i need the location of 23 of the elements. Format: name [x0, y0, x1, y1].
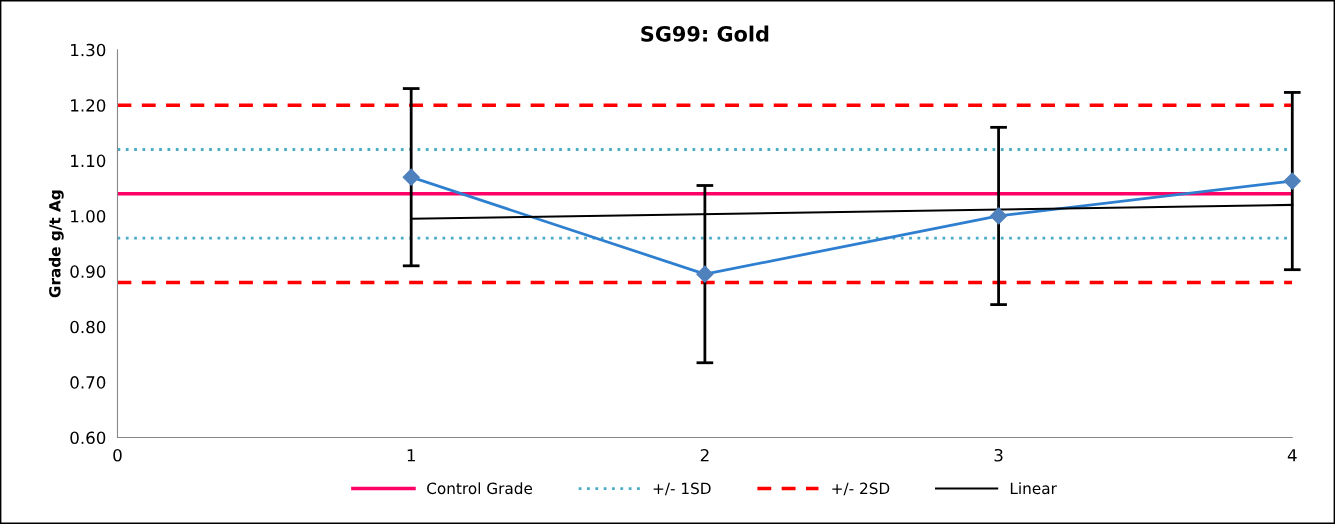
point [1283, 172, 1301, 190]
x-tick-label: 2 [700, 448, 709, 462]
point [696, 265, 714, 283]
x-tick-label: 4 [1287, 449, 1297, 462]
y-tick-label: 1.00 [71, 209, 106, 223]
y-tick-label: 0.80 [70, 320, 106, 334]
y-tick-label: 0.60 [70, 431, 106, 445]
legend-label: +/- 2SD [832, 482, 890, 496]
y-tick-label: 0.90 [70, 265, 106, 278]
y-axis-title: Grade g/t Ag [48, 190, 64, 298]
y-tick-label: 1.20 [71, 99, 106, 112]
y-tick-label: 1.10 [71, 154, 106, 168]
x-tick-label: 1 [407, 449, 415, 462]
point [990, 207, 1008, 225]
chart-title: SG99: Gold [641, 25, 769, 42]
x-tick-label: 0 [113, 448, 122, 462]
legend-label: Control Grade [427, 482, 533, 495]
legend-label: +/- 1SD [653, 482, 711, 496]
y-tick-label: 0.70 [70, 376, 106, 389]
x-tick-label: 3 [994, 448, 1003, 462]
y-tick-label: 1.30 [71, 43, 106, 57]
point [402, 168, 420, 186]
legend-label: Linear [1010, 482, 1057, 495]
